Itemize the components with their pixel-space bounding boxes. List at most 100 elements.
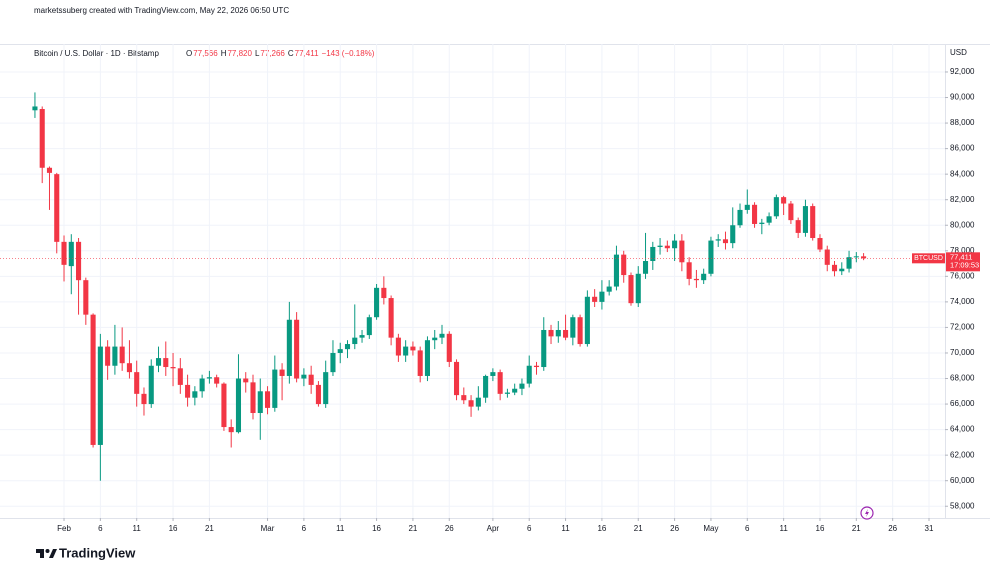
x-tick-label: 16	[169, 524, 178, 533]
candle-body	[810, 206, 816, 239]
candle-body	[453, 361, 460, 396]
y-tick-label: 74,000	[950, 297, 975, 306]
candle-body	[366, 317, 372, 336]
x-tick-label: Mar	[261, 524, 275, 533]
candle-body	[606, 286, 612, 292]
x-tick-label: 6	[745, 524, 750, 533]
candle-body	[112, 346, 118, 366]
candle-body	[97, 346, 103, 445]
candle-body	[759, 222, 765, 224]
ohlc-key: O	[186, 49, 192, 58]
candle-body	[177, 368, 183, 385]
y-tick-label: 68,000	[950, 374, 975, 383]
candle-body	[752, 204, 758, 224]
candle-body	[330, 352, 336, 373]
candle-body	[403, 346, 409, 356]
candle-body	[424, 340, 431, 376]
candle-body	[352, 337, 358, 345]
x-tick-label: 11	[133, 524, 142, 533]
x-tick-label: 11	[779, 524, 788, 533]
candle-body	[286, 319, 292, 376]
y-tick-label: 66,000	[950, 399, 975, 408]
y-tick-label: 80,000	[950, 220, 975, 229]
candle-body	[621, 254, 627, 276]
candle-body	[708, 240, 714, 274]
candle-body	[39, 109, 45, 168]
candle-body	[446, 333, 452, 362]
y-tick-label: 60,000	[950, 476, 975, 485]
y-tick-label: 64,000	[950, 425, 975, 434]
candle-body	[461, 395, 467, 401]
price-tag: 77,411	[950, 252, 972, 261]
candle-body	[831, 264, 838, 272]
y-tick-label: 62,000	[950, 450, 975, 459]
candle-body	[497, 372, 503, 394]
candle-body	[119, 346, 125, 364]
price-tag-bg	[946, 252, 980, 272]
candle-body	[170, 367, 176, 369]
candle-body	[155, 358, 162, 366]
candle-body	[483, 375, 489, 398]
x-tick-label: 26	[670, 524, 679, 533]
x-tick-label: 6	[98, 524, 103, 533]
x-tick-label: 21	[634, 524, 643, 533]
candle-body	[199, 378, 205, 392]
x-tick-label: 31	[925, 524, 934, 533]
candle-body	[737, 209, 743, 226]
candle-body	[250, 382, 256, 414]
candle-body	[577, 317, 583, 345]
x-tick-label: 11	[336, 524, 345, 533]
candle-body	[410, 346, 416, 351]
candle-body	[555, 329, 561, 337]
candle-body	[570, 317, 576, 338]
candle-body	[235, 378, 242, 433]
x-tick-label: 16	[816, 524, 825, 533]
candle-body	[308, 374, 314, 385]
candle-body	[490, 372, 496, 376]
y-tick-label: 86,000	[950, 144, 975, 153]
candle-body	[323, 372, 329, 405]
candle-body	[46, 167, 53, 173]
brand-logo	[36, 549, 44, 558]
candle-body	[301, 374, 307, 379]
candle-body	[584, 296, 590, 345]
candle-body	[563, 329, 569, 338]
y-tick-label: 90,000	[950, 93, 975, 102]
event-icon-bolt[interactable]	[865, 509, 869, 517]
ohlc-value: 77,566	[193, 49, 218, 58]
candle-body	[148, 365, 154, 405]
candle-body	[526, 365, 532, 384]
credit: marketssuberg created with TradingView.c…	[34, 6, 289, 15]
candle-body	[388, 298, 394, 338]
candle-body	[672, 240, 678, 249]
candle-body	[315, 384, 321, 405]
chart-title: Bitcoin / U.S. Dollar · 1D · Bitstamp	[34, 49, 159, 58]
x-tick-label: 26	[888, 524, 897, 533]
candle-body	[228, 427, 234, 433]
candle-body	[781, 197, 787, 204]
change-label: −143 (−0.18%)	[322, 49, 375, 58]
ohlc-value: 77,411	[295, 49, 319, 58]
x-tick-label: 21	[852, 524, 861, 533]
candle-body	[715, 239, 721, 241]
axes: 58,000 60,000 62,000 64,000 66,000 68,000 70,0…	[57, 67, 980, 533]
candle-body	[134, 372, 140, 394]
x-tick-label: Apr	[487, 524, 500, 533]
brand-logo-slash	[49, 549, 57, 558]
candle-body	[126, 363, 132, 373]
candle-body	[83, 280, 89, 315]
symbol-tag: BTCUSD	[914, 255, 943, 262]
x-tick-label: 26	[445, 524, 454, 533]
candle-body	[722, 239, 729, 244]
candle-body	[257, 391, 263, 414]
candle-body	[163, 358, 169, 368]
event-icon[interactable]	[860, 506, 874, 520]
ohlc-header: O 77,566 H 77,820 L 77,266 C 77,411 −143 (−0.18%…	[186, 49, 375, 58]
y-tick-label: 82,000	[950, 195, 975, 204]
candle-body	[657, 245, 663, 247]
candle-body	[744, 204, 750, 210]
candle-body	[468, 400, 474, 407]
candle-body	[279, 369, 285, 376]
candle-body	[512, 388, 518, 393]
